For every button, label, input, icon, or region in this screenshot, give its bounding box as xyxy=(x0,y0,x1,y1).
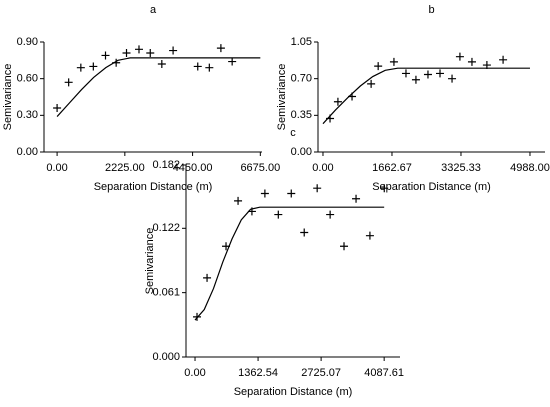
x-tick-label: 1362.54 xyxy=(238,367,278,379)
plus-marker xyxy=(389,57,398,66)
model-line xyxy=(194,206,385,321)
x-tick-label: 1662.67 xyxy=(372,162,412,174)
plus-marker xyxy=(411,75,420,84)
plus-marker xyxy=(169,46,178,55)
y-tick-label: 1.05 xyxy=(291,36,312,48)
plus-marker xyxy=(274,210,283,219)
y-tick-label: 0.061 xyxy=(152,287,180,299)
plus-marker xyxy=(260,189,269,198)
plus-marker xyxy=(455,52,464,61)
plus-marker xyxy=(234,196,243,205)
plus-marker xyxy=(374,62,383,71)
x-tick-label: 0.00 xyxy=(46,162,67,174)
plus-marker xyxy=(401,69,410,78)
plus-marker xyxy=(333,97,342,106)
plus-marker xyxy=(326,210,335,219)
x-axis-title: Separation Distance (m) xyxy=(234,386,353,398)
plus-marker xyxy=(64,78,73,87)
y-tick-label: 0.00 xyxy=(17,146,38,158)
panel-label: c xyxy=(290,127,296,139)
plus-marker xyxy=(205,63,214,72)
y-tick-label: 0.122 xyxy=(152,222,180,234)
plus-marker xyxy=(448,74,457,83)
plus-marker xyxy=(76,63,85,72)
x-tick-label: 4988.00 xyxy=(510,162,550,174)
x-tick-label: 0.00 xyxy=(312,162,333,174)
plus-marker xyxy=(313,184,322,193)
y-axis-title: Semivariance xyxy=(144,228,156,295)
y-tick-label: 0.30 xyxy=(17,109,38,121)
x-tick-label: 0.00 xyxy=(184,367,205,379)
plus-marker xyxy=(352,194,361,203)
plus-marker xyxy=(340,242,349,251)
plus-marker xyxy=(157,60,166,68)
plus-marker xyxy=(134,45,143,54)
plus-marker xyxy=(380,184,389,193)
y-axis-title: Semivariance xyxy=(2,64,14,131)
y-tick-label: 0.00 xyxy=(291,146,312,158)
x-axis-title: Separation Distance (m) xyxy=(372,181,491,193)
plus-marker xyxy=(122,49,131,57)
x-tick-label: 2725.07 xyxy=(301,367,341,379)
y-tick-label: 0.182 xyxy=(152,159,180,171)
plus-marker xyxy=(365,231,374,240)
plus-marker xyxy=(300,228,309,237)
plus-marker xyxy=(423,70,432,79)
panel-label: b xyxy=(428,4,434,16)
x-tick-label: 2225.00 xyxy=(105,162,145,174)
y-axis-title: Semivariance xyxy=(276,64,288,131)
plus-marker xyxy=(193,62,202,71)
y-tick-label: 0.60 xyxy=(17,73,38,85)
plus-marker xyxy=(89,62,98,71)
y-tick-label: 0.000 xyxy=(152,351,180,363)
plus-marker xyxy=(467,57,476,66)
y-tick-label: 0.90 xyxy=(17,36,38,48)
plus-marker xyxy=(436,69,445,78)
x-tick-label: 6675.00 xyxy=(240,162,280,174)
plus-marker xyxy=(367,79,376,88)
plus-marker xyxy=(53,104,62,112)
plus-marker xyxy=(216,44,225,53)
x-tick-label: 4087.61 xyxy=(364,367,404,379)
x-axis-title: Separation Distance (m) xyxy=(94,181,213,193)
plus-marker xyxy=(146,49,155,57)
x-tick-label: 3325.33 xyxy=(441,162,481,174)
plus-marker xyxy=(203,273,212,282)
plus-marker xyxy=(499,55,508,64)
model-line xyxy=(322,67,530,125)
plus-marker xyxy=(228,57,237,66)
plus-marker xyxy=(101,51,110,60)
model-line xyxy=(56,57,261,117)
panel-label: a xyxy=(150,4,157,16)
y-tick-label: 0.70 xyxy=(291,73,312,85)
plus-marker xyxy=(287,189,296,198)
y-tick-label: 0.35 xyxy=(291,109,312,121)
